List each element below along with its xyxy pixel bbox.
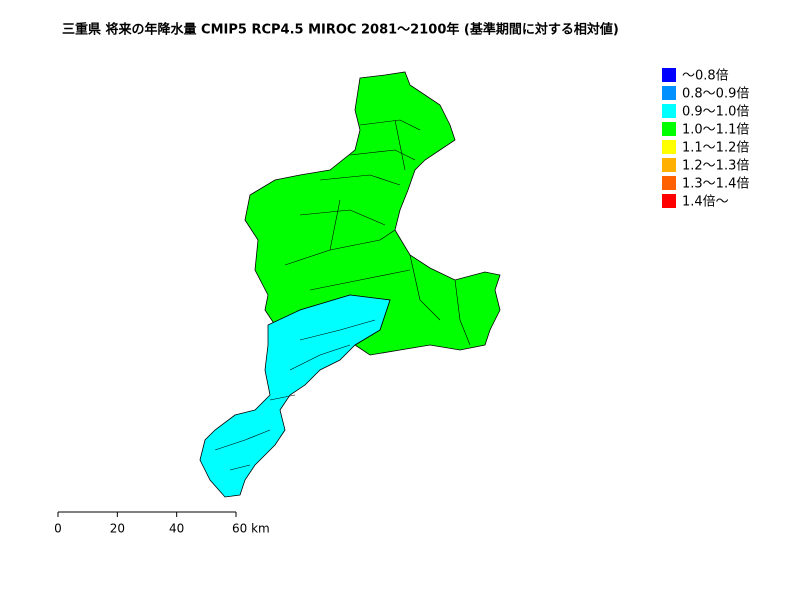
legend-label: 1.4倍～ <box>682 195 729 210</box>
region-north <box>244 71 501 356</box>
municipal-borders <box>214 119 471 471</box>
legend-label: 1.2～1.3倍 <box>682 159 749 174</box>
scale-tick-label: 20 <box>110 522 125 536</box>
legend-label: 1.1～1.2倍 <box>682 141 749 156</box>
legend-swatch <box>662 68 676 82</box>
legend-label: 0.9～1.0倍 <box>682 105 749 120</box>
legend-swatch <box>662 194 676 208</box>
region-south <box>199 294 391 498</box>
map-title: 三重県 将来の年降水量 CMIP5 RCP4.5 MIROC 2081～2100… <box>62 22 619 38</box>
legend-swatch <box>662 140 676 154</box>
legend-label: 1.3～1.4倍 <box>682 177 749 192</box>
legend-swatch <box>662 122 676 136</box>
legend-label: 0.8～0.9倍 <box>682 87 749 102</box>
legend-label: ～0.8倍 <box>682 69 729 84</box>
scale-tick-label: 0 <box>54 522 62 536</box>
prefecture-map <box>199 71 501 498</box>
legend-swatch <box>662 176 676 190</box>
legend: ～0.8倍 0.8～0.9倍 0.9～1.0倍 1.0～1.1倍 1.1～1.2倍 1.2… <box>662 68 749 210</box>
scale-bar: 0 20 40 60 km <box>54 511 270 536</box>
legend-swatch <box>662 158 676 172</box>
scale-tick-label: 40 <box>169 522 184 536</box>
legend-swatch <box>662 86 676 100</box>
legend-swatch <box>662 104 676 118</box>
scale-tick-label: 60 km <box>232 522 270 536</box>
legend-label: 1.0～1.1倍 <box>682 123 749 138</box>
